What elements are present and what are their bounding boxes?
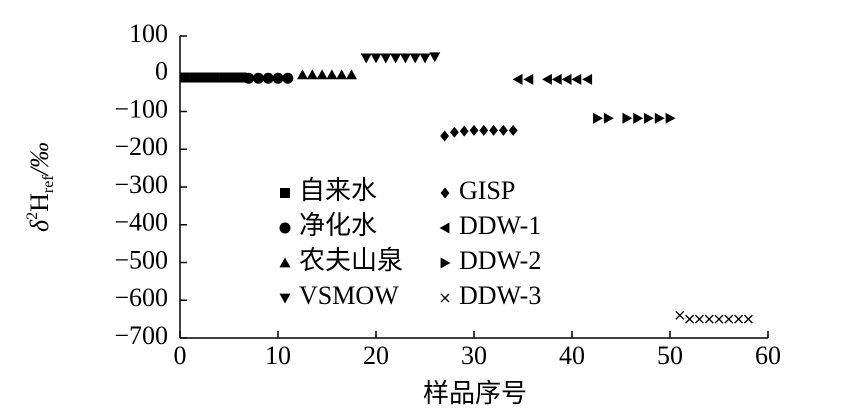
legend-marker (279, 257, 291, 268)
marker (209, 72, 220, 83)
marker (561, 73, 572, 85)
marker (316, 69, 328, 80)
marker (199, 72, 210, 83)
marker (179, 72, 190, 83)
marker (512, 73, 523, 85)
marker (508, 124, 518, 136)
marker (450, 126, 459, 138)
marker (644, 112, 654, 124)
legend-label: 自来水 (299, 176, 377, 205)
legend-label: 农夫山泉 (299, 246, 403, 275)
legend-label: DDW-3 (459, 281, 541, 310)
marker (336, 69, 348, 80)
marker (262, 72, 274, 84)
marker (665, 112, 676, 124)
x-tick-label: 30 (461, 341, 487, 370)
y-tick-label: 100 (129, 19, 168, 48)
marker (360, 53, 372, 64)
y-tick-label: −100 (114, 94, 168, 123)
y-tick-label: −600 (114, 283, 168, 312)
legend-marker (279, 293, 291, 304)
marker (380, 53, 392, 64)
marker (219, 72, 230, 83)
marker (243, 72, 255, 84)
legend-label: VSMOW (299, 281, 399, 310)
marker (734, 314, 744, 324)
y-axis-label: δ2Href/‰ (24, 142, 57, 232)
marker (654, 112, 665, 124)
y-label-part: δ (25, 219, 54, 232)
marker (724, 314, 734, 324)
legend-marker (280, 188, 290, 198)
marker (370, 53, 382, 64)
marker (306, 69, 318, 80)
marker (326, 69, 338, 80)
marker (685, 314, 695, 324)
marker (236, 72, 247, 83)
marker (571, 73, 582, 85)
marker (409, 53, 421, 64)
y-tick-label: −400 (114, 208, 168, 237)
y-tick-label: 0 (155, 57, 168, 86)
marker (603, 112, 614, 124)
marker (582, 73, 593, 85)
x-tick-label: 10 (265, 341, 291, 370)
marker (593, 112, 603, 124)
marker (272, 72, 284, 84)
marker (743, 314, 753, 324)
marker (622, 112, 633, 124)
legend-label: 净化水 (299, 211, 377, 240)
y-label-part: ref (40, 175, 57, 193)
y-label-part: /‰ (25, 142, 54, 177)
x-tick-label: 0 (174, 341, 187, 370)
legend-marker (439, 222, 450, 234)
x-tick-label: 60 (755, 341, 781, 370)
marker (252, 72, 264, 84)
marker (489, 124, 498, 136)
x-tick-label: 20 (363, 341, 389, 370)
legend-label: DDW-2 (459, 246, 541, 275)
marker (704, 314, 714, 324)
y-label-part: 2 (24, 212, 41, 220)
marker (542, 73, 552, 85)
marker (282, 72, 294, 84)
marker (694, 314, 704, 324)
marker (346, 69, 357, 80)
legend-marker (440, 257, 451, 269)
legend-label: GISP (459, 176, 515, 205)
legend-marker (279, 222, 291, 234)
legend-marker (440, 187, 450, 199)
marker (440, 130, 449, 142)
marker (189, 72, 200, 83)
marker (479, 124, 489, 136)
marker (297, 69, 308, 80)
marker (429, 52, 441, 63)
y-tick-label: −700 (114, 321, 168, 350)
marker (675, 310, 685, 320)
y-tick-label: −300 (114, 170, 168, 199)
marker (551, 73, 562, 85)
y-tick-label: −200 (114, 132, 168, 161)
marker (390, 53, 402, 64)
x-axis-label: 样品序号 (423, 379, 527, 408)
marker (399, 53, 411, 64)
marker (419, 53, 431, 64)
x-tick-label: 40 (559, 341, 585, 370)
marker (523, 73, 534, 85)
x-tick-label: 50 (657, 341, 683, 370)
legend-label: DDW-1 (459, 211, 541, 240)
y-label-part: H (25, 193, 54, 212)
marker (459, 125, 469, 137)
marker (228, 72, 239, 83)
legend-marker (440, 293, 450, 303)
marker (633, 112, 644, 124)
marker (499, 124, 508, 136)
marker (469, 124, 479, 136)
marker (714, 314, 724, 324)
y-tick-label: −500 (114, 245, 168, 274)
